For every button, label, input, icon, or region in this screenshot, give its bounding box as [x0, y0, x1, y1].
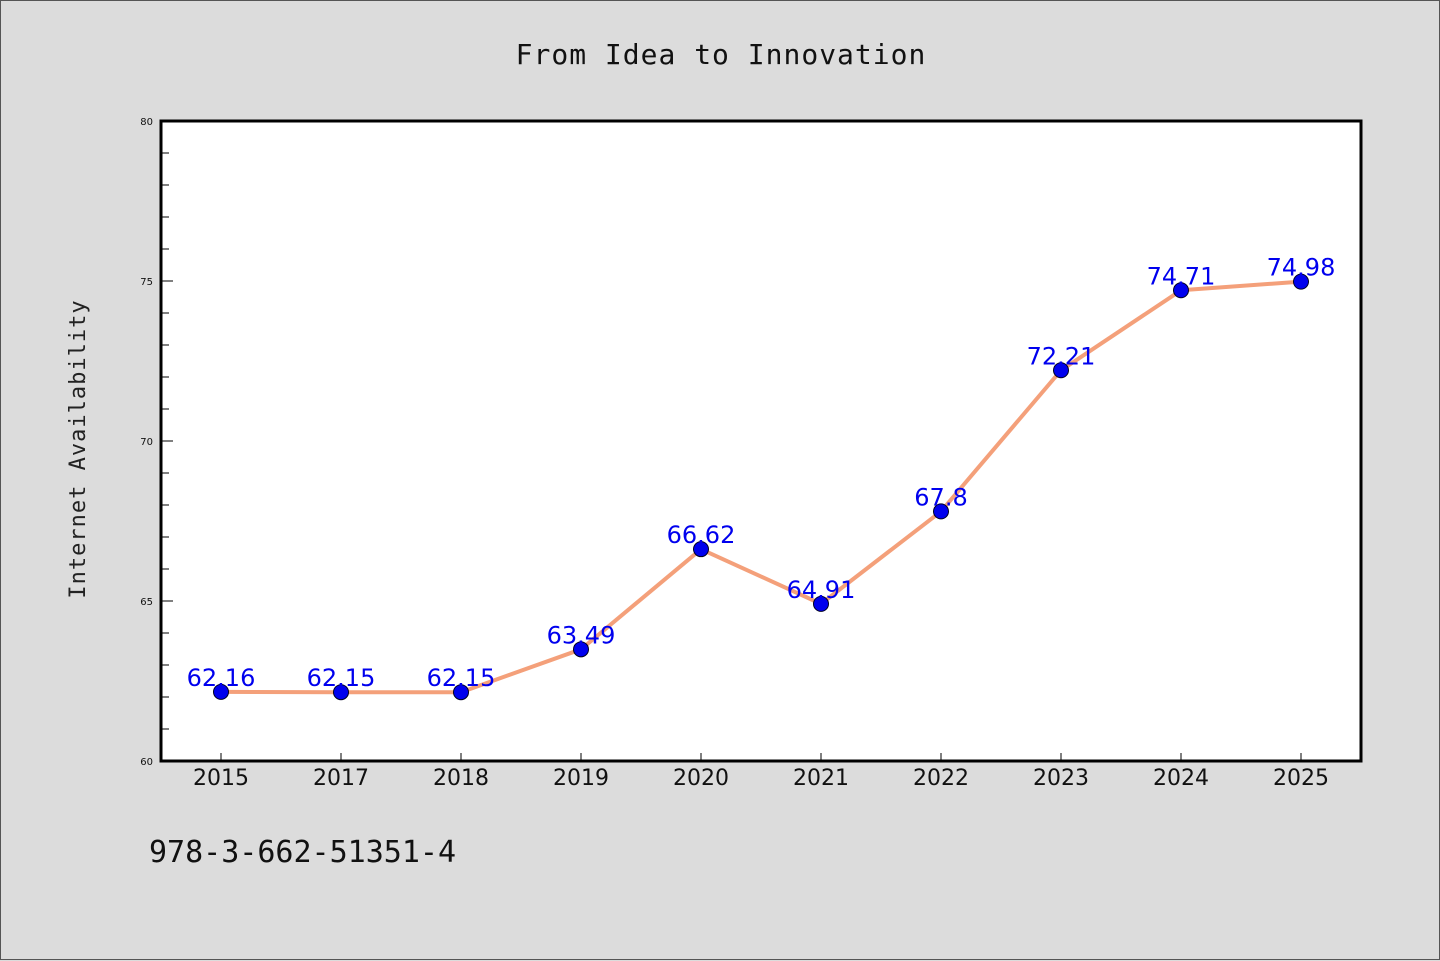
data-label: 66.62	[667, 521, 736, 549]
data-point	[213, 683, 229, 700]
y-tick-label: 70	[140, 437, 153, 448]
y-tick-label: 80	[140, 117, 153, 128]
x-tick-label: 2019	[553, 766, 609, 791]
data-label: 67.8	[914, 483, 967, 511]
x-axis-ticks: 2015 2017 2018 2019 2020 2021 2022 2023 2024 2025	[193, 753, 1329, 791]
y-tick-label: 75	[140, 277, 153, 288]
data-point	[573, 641, 589, 658]
data-point	[333, 684, 349, 701]
x-tick-label: 2020	[673, 766, 729, 791]
x-tick-label: 2024	[1153, 766, 1209, 791]
data-label: 62.16	[187, 664, 256, 692]
y-axis-label: Internet Availability	[66, 299, 91, 598]
x-tick-label: 2022	[913, 766, 969, 791]
x-tick-label: 2025	[1273, 766, 1329, 791]
data-point	[813, 595, 829, 612]
data-point	[1053, 362, 1069, 379]
data-label: 62.15	[427, 664, 496, 692]
x-tick-label: 2023	[1033, 766, 1089, 791]
data-label: 64.91	[787, 576, 856, 604]
data-point	[933, 503, 949, 520]
x-tick-label: 2015	[193, 766, 249, 791]
series-markers	[213, 273, 1309, 701]
data-point	[693, 541, 709, 558]
plot-area	[159, 119, 1363, 763]
x-tick-label: 2018	[433, 766, 489, 791]
isbn-text: 978-3-662-51351-4	[149, 835, 457, 870]
data-point	[1173, 282, 1189, 299]
y-axis-ticks: 60 65 70 75 80	[140, 117, 173, 768]
data-label: 74.98	[1267, 254, 1336, 282]
data-label: 72.21	[1027, 342, 1096, 370]
data-label: 62.15	[307, 664, 376, 692]
data-label: 63.49	[547, 621, 616, 649]
series-line	[219, 279, 1303, 695]
series-line-group	[219, 279, 1303, 695]
y-tick-label: 60	[140, 757, 153, 768]
data-point	[453, 684, 469, 701]
data-point	[1293, 273, 1309, 290]
x-tick-label: 2021	[793, 766, 849, 791]
data-labels: 62.16 62.15 62.15 63.49 66.62 64.91 67.8 72.21 7…	[187, 254, 1336, 693]
data-label: 74.71	[1147, 262, 1216, 290]
chart-title: From Idea to Innovation	[516, 38, 927, 71]
x-tick-label: 2017	[313, 766, 369, 791]
y-tick-label: 65	[140, 597, 153, 608]
